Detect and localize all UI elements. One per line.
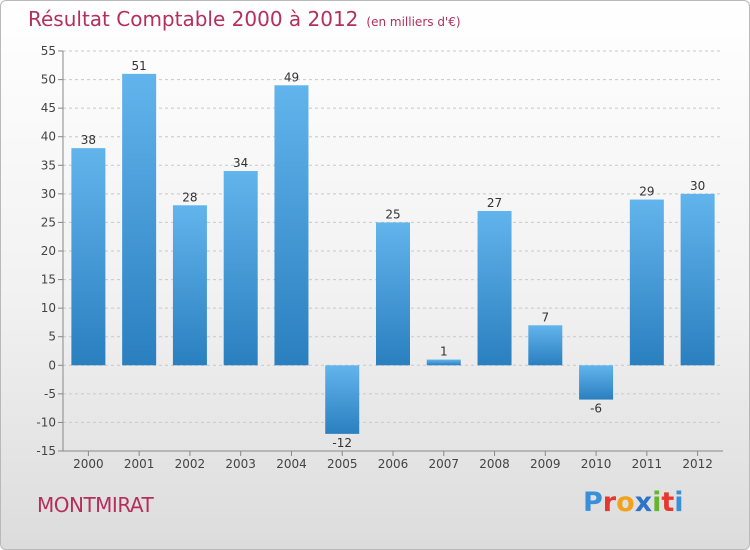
data-labels: 38 51 28 34 49 -12 25 1 27 7 -6 29 30 (81, 59, 706, 450)
data-label: 38 (81, 133, 96, 147)
y-tick-label: -5 (44, 387, 56, 401)
bar-2007 (426, 359, 461, 366)
chart-title-text: Résultat Comptable 2000 à 2012 (28, 7, 359, 31)
data-label: 27 (487, 196, 502, 210)
data-label: 25 (385, 207, 400, 221)
proxiti-logo: Proxiti (583, 487, 684, 518)
logo-letter: x (634, 487, 653, 518)
y-tick-label: 50 (41, 73, 56, 87)
logo-letter: r (602, 487, 617, 518)
x-tick-label: 2010 (581, 457, 612, 471)
bar-2011 (629, 199, 664, 366)
x-tick-label: 2001 (124, 457, 155, 471)
x-tick-label: 2002 (175, 457, 206, 471)
logo-letter: t (661, 487, 675, 518)
y-tick-label: 25 (41, 215, 56, 229)
commune-name: MONTMIRAT (37, 493, 154, 517)
y-tick-label: 45 (41, 101, 56, 115)
x-tick-label: 2006 (378, 457, 409, 471)
bar-2010 (579, 365, 614, 400)
x-tick-label: 2008 (479, 457, 510, 471)
chart-subtitle: (en milliers d'€) (366, 15, 461, 29)
axes: -15 -10 -5 0 5 10 15 20 25 30 35 40 45 50 55 2000 2001 20… (36, 44, 723, 471)
y-tick-label: 30 (41, 187, 56, 201)
x-tick-label: 2011 (632, 457, 663, 471)
x-tick-label: 2004 (276, 457, 307, 471)
logo-letter: i (674, 487, 684, 518)
bar-2004 (274, 85, 309, 366)
data-label: 29 (639, 185, 654, 199)
bar-2009 (528, 325, 563, 366)
y-tick-label: -15 (36, 444, 56, 458)
bar-2002 (172, 205, 207, 366)
x-tick-label: 2005 (327, 457, 358, 471)
y-tick-label: 15 (41, 273, 56, 287)
y-tick-label: 40 (41, 130, 56, 144)
data-label: 1 (440, 345, 448, 359)
data-label: 28 (182, 190, 197, 204)
logo-letter: P (583, 487, 603, 518)
bar-2005 (325, 365, 360, 434)
x-tick-label: 2000 (73, 457, 104, 471)
bar-2008 (477, 211, 512, 366)
y-tick-label: 55 (41, 44, 56, 58)
x-tick-label: 2012 (682, 457, 713, 471)
y-tick-label: 0 (48, 358, 56, 372)
data-label: -12 (332, 436, 352, 450)
x-tick-label: 2003 (225, 457, 256, 471)
data-label: 51 (132, 59, 147, 73)
data-label: 30 (690, 179, 705, 193)
bar-2006 (376, 222, 410, 366)
logo-letter: i (652, 487, 662, 518)
bar-2003 (223, 171, 258, 366)
y-tick-label: 5 (48, 330, 56, 344)
data-label: -6 (590, 402, 602, 416)
logo-letter: o (616, 487, 635, 518)
y-tick-label: 10 (41, 301, 56, 315)
y-tick-label: 20 (41, 244, 56, 258)
chart-title: Résultat Comptable 2000 à 2012 (en millie… (28, 7, 461, 31)
data-label: 34 (233, 156, 248, 170)
x-tick-label: 2009 (530, 457, 561, 471)
bar-2001 (122, 73, 157, 366)
data-label: 7 (541, 310, 549, 324)
y-tick-label: -10 (36, 415, 56, 429)
y-tick-label: 35 (41, 158, 56, 172)
x-tick-label: 2007 (428, 457, 459, 471)
bar-2000 (71, 148, 106, 366)
bars (71, 73, 715, 434)
bar-2012 (680, 193, 715, 366)
data-label: 49 (284, 70, 299, 84)
